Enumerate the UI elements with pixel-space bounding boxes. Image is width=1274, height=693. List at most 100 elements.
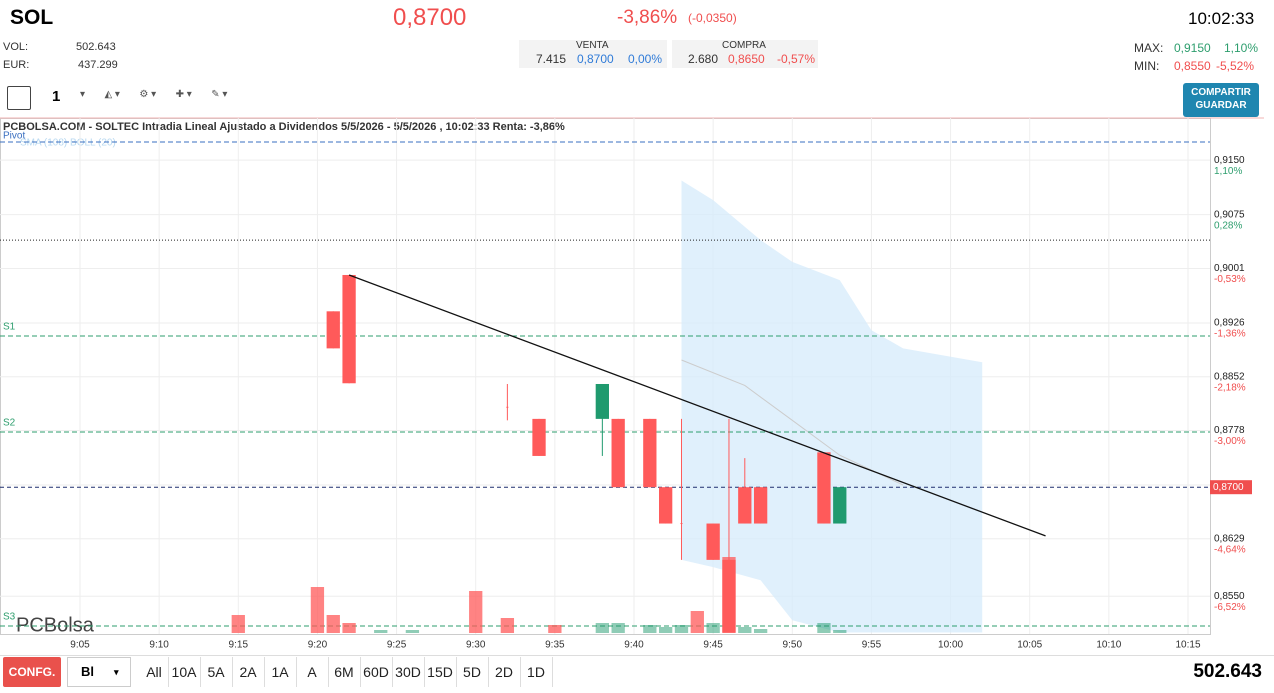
- period-button[interactable]: 2A: [232, 657, 265, 687]
- level-label: S3: [3, 612, 16, 623]
- y-tick-label: 0,9075: [1214, 209, 1245, 220]
- footer-volume: 502.643: [1193, 661, 1262, 682]
- venta-label: VENTA: [576, 40, 609, 51]
- y-tick-label: 0,9150: [1214, 155, 1245, 166]
- period-button[interactable]: 15D: [424, 657, 457, 687]
- volume-bar: [611, 623, 625, 633]
- volume-bar: [674, 625, 689, 633]
- volume-bar: [833, 630, 847, 633]
- y-tick-pct: -2,18%: [1214, 382, 1246, 393]
- level-label: Pivot: [3, 131, 25, 142]
- y-tick-pct: -4,64%: [1214, 544, 1246, 555]
- y-tick-pct: -0,53%: [1214, 274, 1246, 285]
- volume-bar: [310, 587, 325, 633]
- candle-body: [659, 487, 673, 524]
- volume-bar: [548, 625, 562, 633]
- y-tick-pct: -3,00%: [1214, 436, 1246, 447]
- max-label: MAX:: [1134, 41, 1164, 55]
- select[interactable]: Bl ▾: [67, 657, 131, 687]
- period-button[interactable]: 2D: [488, 657, 521, 687]
- x-tick-label: 9:25: [387, 640, 407, 651]
- sma-line: [681, 359, 904, 486]
- y-tick-label: 0,8629: [1214, 533, 1245, 544]
- volume-bar: [500, 618, 515, 633]
- tool-icons[interactable]: ▾ ◭ ▾ ⚙ ▾ ✚ ▾ ✎ ▾: [80, 89, 228, 100]
- y-tick-pct: -6,52%: [1214, 602, 1246, 613]
- volume-bar: [469, 591, 483, 633]
- volume-bar: [817, 623, 831, 633]
- x-tick-label: 9:55: [862, 640, 882, 651]
- select-value: Bl: [81, 664, 94, 679]
- x-tick-label: 9:45: [703, 640, 723, 651]
- eur-label: EUR:: [3, 59, 30, 71]
- period-button[interactable]: 5A: [200, 657, 233, 687]
- interval[interactable]: 1: [52, 88, 61, 105]
- y-tick-pct: 1,10%: [1214, 166, 1242, 177]
- x-tick-label: 10:10: [1096, 640, 1121, 651]
- period-button[interactable]: 10A: [168, 657, 201, 687]
- period-button[interactable]: 30D: [392, 657, 425, 687]
- symbol: SOL: [10, 6, 54, 29]
- period-button[interactable]: 1D: [520, 657, 553, 687]
- share-button[interactable]: COMPARTIR GUARDAR: [1183, 83, 1259, 117]
- candle-body: [611, 418, 625, 488]
- period-button[interactable]: 1A: [264, 657, 297, 687]
- candle-body: [722, 559, 736, 633]
- x-tick-label: 9:30: [466, 640, 486, 651]
- candle-body: [326, 311, 340, 349]
- config-button[interactable]: CONFG.: [3, 657, 61, 687]
- max-pct: 1,10%: [1224, 41, 1259, 55]
- volume-bar: [706, 623, 720, 633]
- time: 10:02:33: [1188, 9, 1255, 28]
- play-button[interactable]: [7, 86, 31, 110]
- last-price-label: 0,8700: [1213, 482, 1244, 493]
- venta-box: [519, 40, 667, 68]
- candle-body: [753, 487, 768, 524]
- volume-bar: [643, 625, 657, 633]
- venta-pct: 0,00%: [628, 52, 663, 66]
- min-pct: -5,52%: [1216, 59, 1255, 73]
- period-button[interactable]: 5D: [456, 657, 489, 687]
- x-tick-label: 9:20: [308, 640, 328, 651]
- volume-bar: [374, 630, 388, 633]
- volume-bar: [738, 627, 752, 633]
- period-button[interactable]: A: [296, 657, 329, 687]
- x-tick-label: 10:00: [938, 640, 963, 651]
- vol: 502.643: [76, 41, 116, 53]
- min-label: MIN:: [1134, 59, 1160, 73]
- candle-body: [595, 383, 609, 419]
- venta-price: 0,8700: [577, 52, 614, 66]
- y-tick-label: 0,8852: [1214, 371, 1245, 382]
- y-tick-pct: -1,36%: [1214, 329, 1246, 340]
- change-abs: (-0,0350): [688, 11, 737, 25]
- x-tick-label: 9:35: [545, 640, 565, 651]
- x-tick-label: 9:10: [149, 640, 169, 651]
- x-tick-label: 9:50: [783, 640, 803, 651]
- period-button[interactable]: 60D: [360, 657, 393, 687]
- eur: 437.299: [78, 59, 118, 71]
- y-tick-label: 0,8778: [1214, 425, 1245, 436]
- vol-label: VOL:: [3, 41, 29, 53]
- compra-price: 0,8650: [728, 52, 765, 66]
- y-tick-label: 0,9001: [1214, 263, 1245, 274]
- compra-qty: 2.680: [688, 52, 719, 66]
- share-label: COMPARTIR: [1191, 87, 1251, 98]
- period-button[interactable]: All: [140, 657, 169, 687]
- compra-pct: -0,57%: [777, 52, 816, 66]
- volume-bar: [659, 627, 673, 633]
- volume-bar: [405, 630, 420, 633]
- x-tick-label: 9:05: [70, 640, 90, 651]
- compra-box: [672, 40, 818, 68]
- chart-title: PCBOLSA.COM - SOLTEC Intradia Lineal Aju…: [3, 121, 565, 133]
- period-button[interactable]: 6M: [328, 657, 361, 687]
- change-pct: -3,86%: [617, 7, 678, 28]
- watermark: PCBolsa: [16, 614, 95, 636]
- save-label: GUARDAR: [1195, 100, 1247, 111]
- y-tick-pct: 0,28%: [1214, 220, 1242, 231]
- footer-rule: [0, 655, 1274, 656]
- volume-bar: [753, 629, 768, 633]
- x-tick-label: 9:15: [229, 640, 249, 651]
